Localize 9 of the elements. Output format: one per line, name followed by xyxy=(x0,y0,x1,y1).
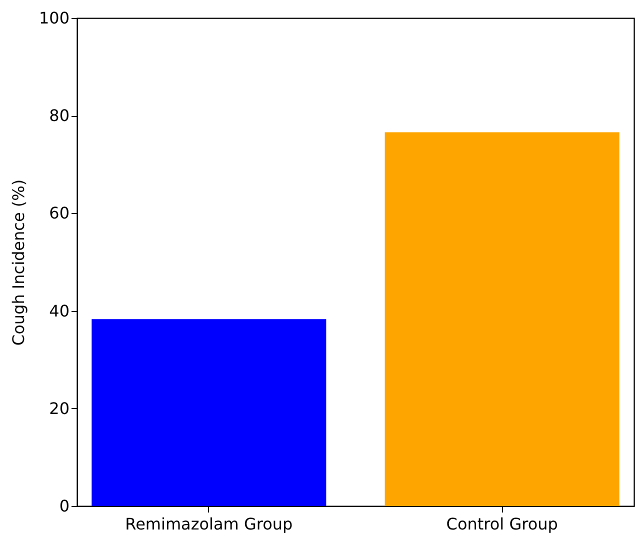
y-tick-label: 20 xyxy=(49,398,70,418)
y-tick-label: 100 xyxy=(38,8,70,28)
y-tick-label: 80 xyxy=(49,106,70,126)
y-tick-label: 60 xyxy=(49,204,70,223)
x-tick-label: Control Group xyxy=(446,514,558,534)
x-tick-label: Remimazolam Group xyxy=(125,514,293,534)
y-tick-label: 0 xyxy=(59,496,70,516)
y-tick-label: 40 xyxy=(49,301,70,320)
y-axis-title: Cough Incidence (%) xyxy=(8,179,28,346)
